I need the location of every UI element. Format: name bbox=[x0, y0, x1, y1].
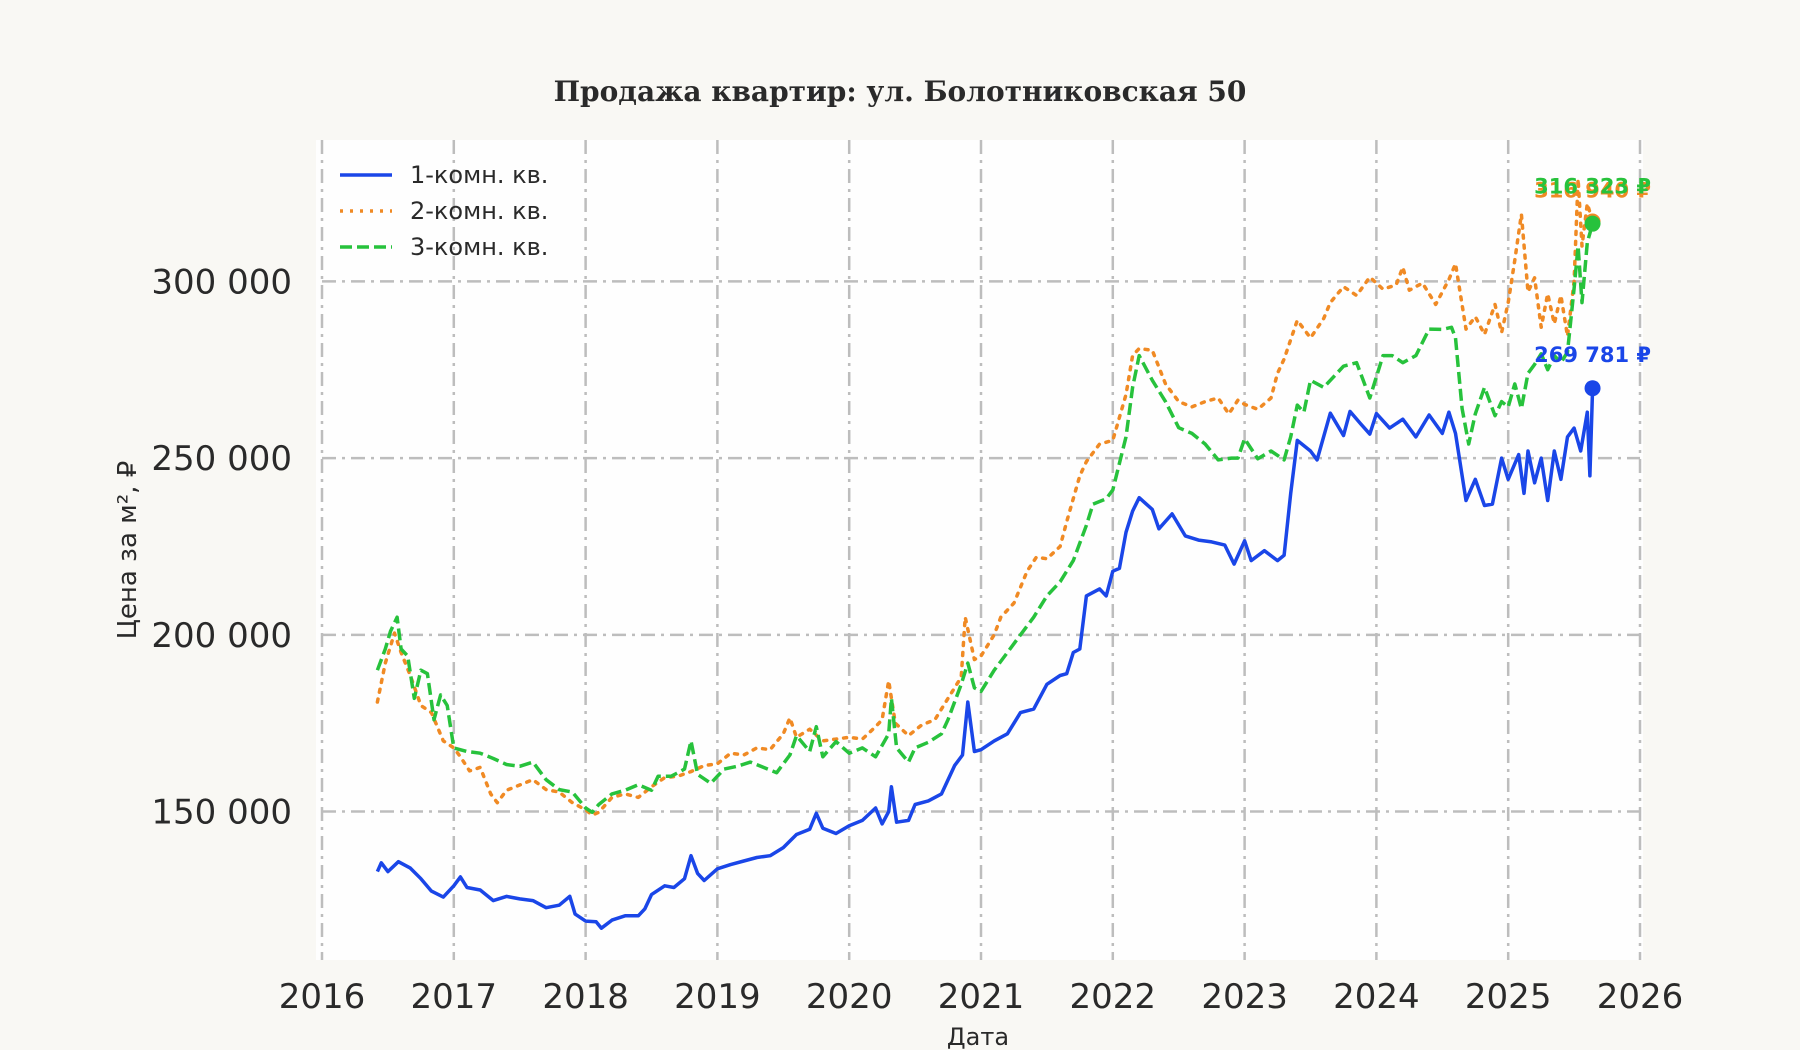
series-end-label: 316 323 ₽ bbox=[1534, 175, 1651, 199]
x-tick-label: 2026 bbox=[1597, 977, 1684, 1017]
series-lines: 269 781 ₽ 316 940 ₽316 323 ₽ bbox=[375, 175, 1651, 930]
x-tick-label: 2021 bbox=[938, 977, 1025, 1017]
chart-title: Продажа квартир: ул. Болотниковская 50 bbox=[554, 75, 1247, 108]
x-tick-label: 2020 bbox=[806, 977, 893, 1017]
y-tick-label: 300 000 bbox=[151, 262, 292, 302]
x-tick-label: 2025 bbox=[1465, 977, 1552, 1017]
legend-entry: 2-комн. кв. bbox=[410, 197, 548, 225]
y-tick-label: 200 000 bbox=[151, 616, 292, 656]
legend: 1-комн. кв. 2-комн. кв. 3-комн. кв. bbox=[340, 161, 548, 261]
series-end-label: 316 940 ₽ bbox=[1534, 179, 1651, 203]
y-axis-label: Цена за м², ₽ bbox=[113, 461, 143, 640]
legend-entry: 3-комн. кв. bbox=[410, 233, 548, 261]
series-end-marker bbox=[1584, 215, 1601, 232]
plot-area bbox=[316, 140, 1643, 960]
legend-entry: 1-комн. кв. bbox=[410, 161, 548, 189]
x-tick-label: 2022 bbox=[1070, 977, 1157, 1017]
y-tick-label: 150 000 bbox=[151, 793, 292, 833]
x-tick-label: 2016 bbox=[279, 977, 366, 1017]
series-line-2 bbox=[375, 177, 1595, 817]
x-tick-label: 2017 bbox=[411, 977, 498, 1017]
x-tick-label: 2023 bbox=[1201, 977, 1288, 1017]
y-tick-label: 250 000 bbox=[151, 439, 292, 479]
x-tick-label: 2019 bbox=[674, 977, 761, 1017]
series-line-3 bbox=[375, 223, 1595, 815]
series-end-marker bbox=[1584, 380, 1601, 397]
series-line-1 bbox=[375, 388, 1595, 930]
axis-ticks: 2016 2017 2018 2019 2020 2021 2022 2023 2024 2025… bbox=[151, 262, 1683, 1017]
x-axis-label: Дата bbox=[947, 1023, 1009, 1050]
series-end-label: 269 781 ₽ bbox=[1534, 343, 1651, 367]
x-tick-label: 2018 bbox=[542, 977, 629, 1017]
x-tick-label: 2024 bbox=[1333, 977, 1420, 1017]
grid-lines bbox=[320, 140, 1642, 960]
